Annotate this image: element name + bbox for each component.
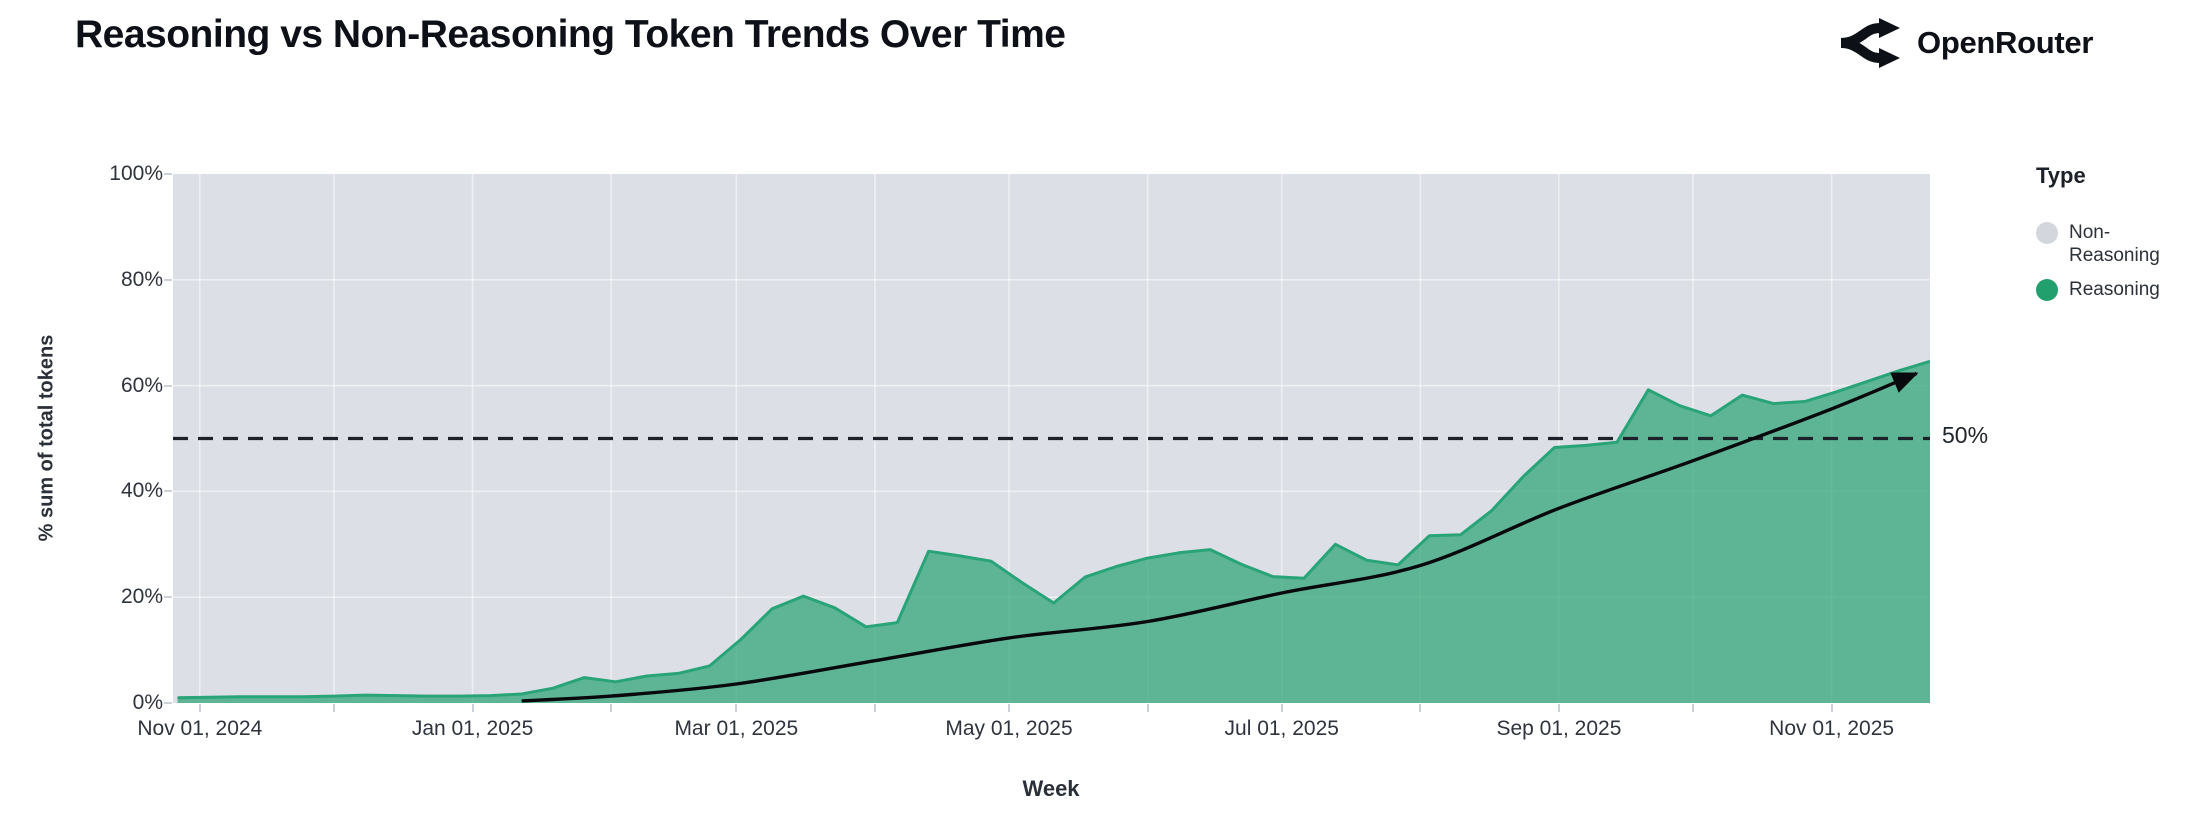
y-tick-mark [164,490,172,493]
x-tick-mark [610,704,613,712]
legend-item-reasoning: Reasoning [2036,278,2186,301]
y-tick-mark [164,596,172,599]
x-tick-mark [1146,704,1149,712]
y-tick-mark [164,278,172,281]
y-tick-label: 100% [109,162,163,185]
x-tick-label: Nov 01, 2024 [137,717,263,740]
x-tick-mark [1830,704,1833,712]
x-tick-mark [1557,704,1560,712]
reasoning-swatch-icon [2036,279,2058,301]
x-tick-label: Mar 01, 2025 [674,717,799,740]
x-tick-label: Sep 01, 2025 [1496,717,1622,740]
trend-arrow-line [521,371,1919,703]
legend-title: Type [2036,163,2086,188]
x-tick-mark [1280,704,1283,712]
y-axis-title: % sum of total tokens [35,334,58,542]
y-tick-label: 20% [120,585,163,609]
x-tick-label: Jan 01, 2025 [411,717,534,740]
x-tick-mark [1692,704,1695,712]
x-tick-label: May 01, 2025 [945,717,1073,740]
x-axis-title: Week [1022,776,1080,801]
plot-canvas [173,174,1930,703]
x-tick-mark [471,704,474,712]
legend-label-reasoning: Reasoning [2069,279,2160,300]
brand-name: OpenRouter [1917,25,2094,60]
fifty-percent-annotation: 50% [1942,422,1989,448]
x-tick-mark [198,704,201,712]
y-tick-mark [164,384,172,387]
y-tick-mark [164,702,172,704]
reasoning-area [177,361,1930,703]
x-tick-mark [1008,704,1011,712]
x-tick-mark [735,704,738,712]
y-tick-label: 60% [120,373,163,397]
legend: Type Non-Reasoning Reasoning [2036,163,2186,312]
legend-item-non-reasoning: Non-Reasoning [2036,221,2186,267]
y-tick-label: 80% [120,267,163,291]
x-tick-mark [332,704,335,712]
legend-label-non-reasoning: Non-Reasoning [2069,222,2160,266]
y-tick-label: 0% [132,691,163,714]
x-tick-label: Nov 01, 2025 [1769,717,1895,740]
x-tick-label: Jul 01, 2025 [1224,717,1339,740]
non-reasoning-swatch-icon [2036,222,2058,244]
x-tick-mark [873,704,876,712]
openrouter-logo-icon [1838,14,1902,72]
brand: OpenRouter [1838,14,2093,72]
y-tick-mark [164,173,172,175]
page-title: Reasoning vs Non-Reasoning Token Trends … [75,13,1066,56]
reasoning-area-edge [177,359,1930,700]
x-tick-mark [1419,704,1422,712]
y-tick-label: 40% [120,479,163,503]
